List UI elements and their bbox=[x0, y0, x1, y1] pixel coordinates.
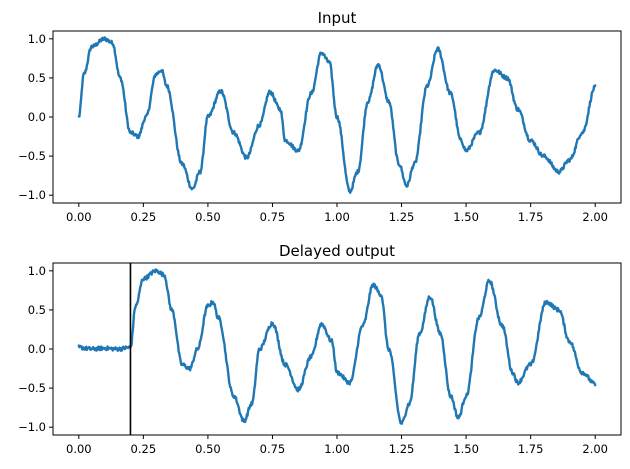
input-y-tick-label: −1.0 bbox=[18, 188, 46, 202]
delayed-output-y-tick-label: −0.5 bbox=[18, 381, 46, 395]
input-x-tick-label: 1.00 bbox=[324, 210, 350, 224]
delayed-output-series-line bbox=[77, 268, 597, 425]
input-series-line bbox=[77, 36, 597, 194]
delayed-output-y-axis: −1.0 −0.5 0.0 0.5 1.0 bbox=[18, 264, 53, 434]
delayed-output-y-tick-label: 1.0 bbox=[28, 264, 46, 278]
input-x-tick-label: 1.25 bbox=[389, 210, 415, 224]
delayed-output-x-tick-label: 1.50 bbox=[453, 442, 479, 456]
delayed-output-y-tick-label: 0.5 bbox=[28, 303, 46, 317]
input-y-axis: −1.0 −0.5 0.0 0.5 1.0 bbox=[18, 32, 53, 202]
delayed-output-x-tick-label: 1.25 bbox=[389, 442, 415, 456]
input-y-tick-label: −0.5 bbox=[18, 149, 46, 163]
delayed-output-title: Delayed output bbox=[279, 242, 395, 260]
delayed-output-x-tick-label: 0.50 bbox=[195, 442, 221, 456]
input-title: Input bbox=[318, 9, 357, 27]
input-panel: Input 0.00 0.25 0.50 0.75 1.00 1.25 1.50 1.75 2.… bbox=[18, 9, 622, 224]
input-x-tick-label: 2.00 bbox=[582, 210, 608, 224]
delayed-output-panel: Delayed output 0.00 0.25 0.50 0.75 1.00 1.25 1… bbox=[18, 242, 622, 456]
delayed-output-plot-area bbox=[77, 263, 597, 435]
input-y-tick-label: 0.0 bbox=[28, 110, 46, 124]
delayed-output-x-tick-label: 1.75 bbox=[518, 442, 544, 456]
delayed-output-x-axis: 0.00 0.25 0.50 0.75 1.00 1.25 1.50 1.75 2.00 bbox=[66, 435, 608, 456]
input-y-tick-label: 0.5 bbox=[28, 71, 46, 85]
input-x-tick-label: 0.50 bbox=[195, 210, 221, 224]
input-x-tick-label: 1.75 bbox=[518, 210, 544, 224]
delayed-output-x-tick-label: 2.00 bbox=[582, 442, 608, 456]
delayed-output-x-tick-label: 0.00 bbox=[66, 442, 92, 456]
input-plot-area bbox=[77, 36, 597, 194]
delayed-output-x-tick-label: 1.00 bbox=[324, 442, 350, 456]
input-x-tick-label: 0.00 bbox=[66, 210, 92, 224]
input-x-tick-label: 0.75 bbox=[260, 210, 286, 224]
delayed-output-y-tick-label: 0.0 bbox=[28, 342, 46, 356]
delayed-output-y-tick-label: −1.0 bbox=[18, 420, 46, 434]
input-x-tick-label: 1.50 bbox=[453, 210, 479, 224]
input-x-axis: 0.00 0.25 0.50 0.75 1.00 1.25 1.50 1.75 2.00 bbox=[66, 203, 608, 224]
delayed-output-x-tick-label: 0.75 bbox=[260, 442, 286, 456]
input-x-tick-label: 0.25 bbox=[131, 210, 157, 224]
input-y-tick-label: 1.0 bbox=[28, 32, 46, 46]
delayed-output-x-tick-label: 0.25 bbox=[131, 442, 157, 456]
